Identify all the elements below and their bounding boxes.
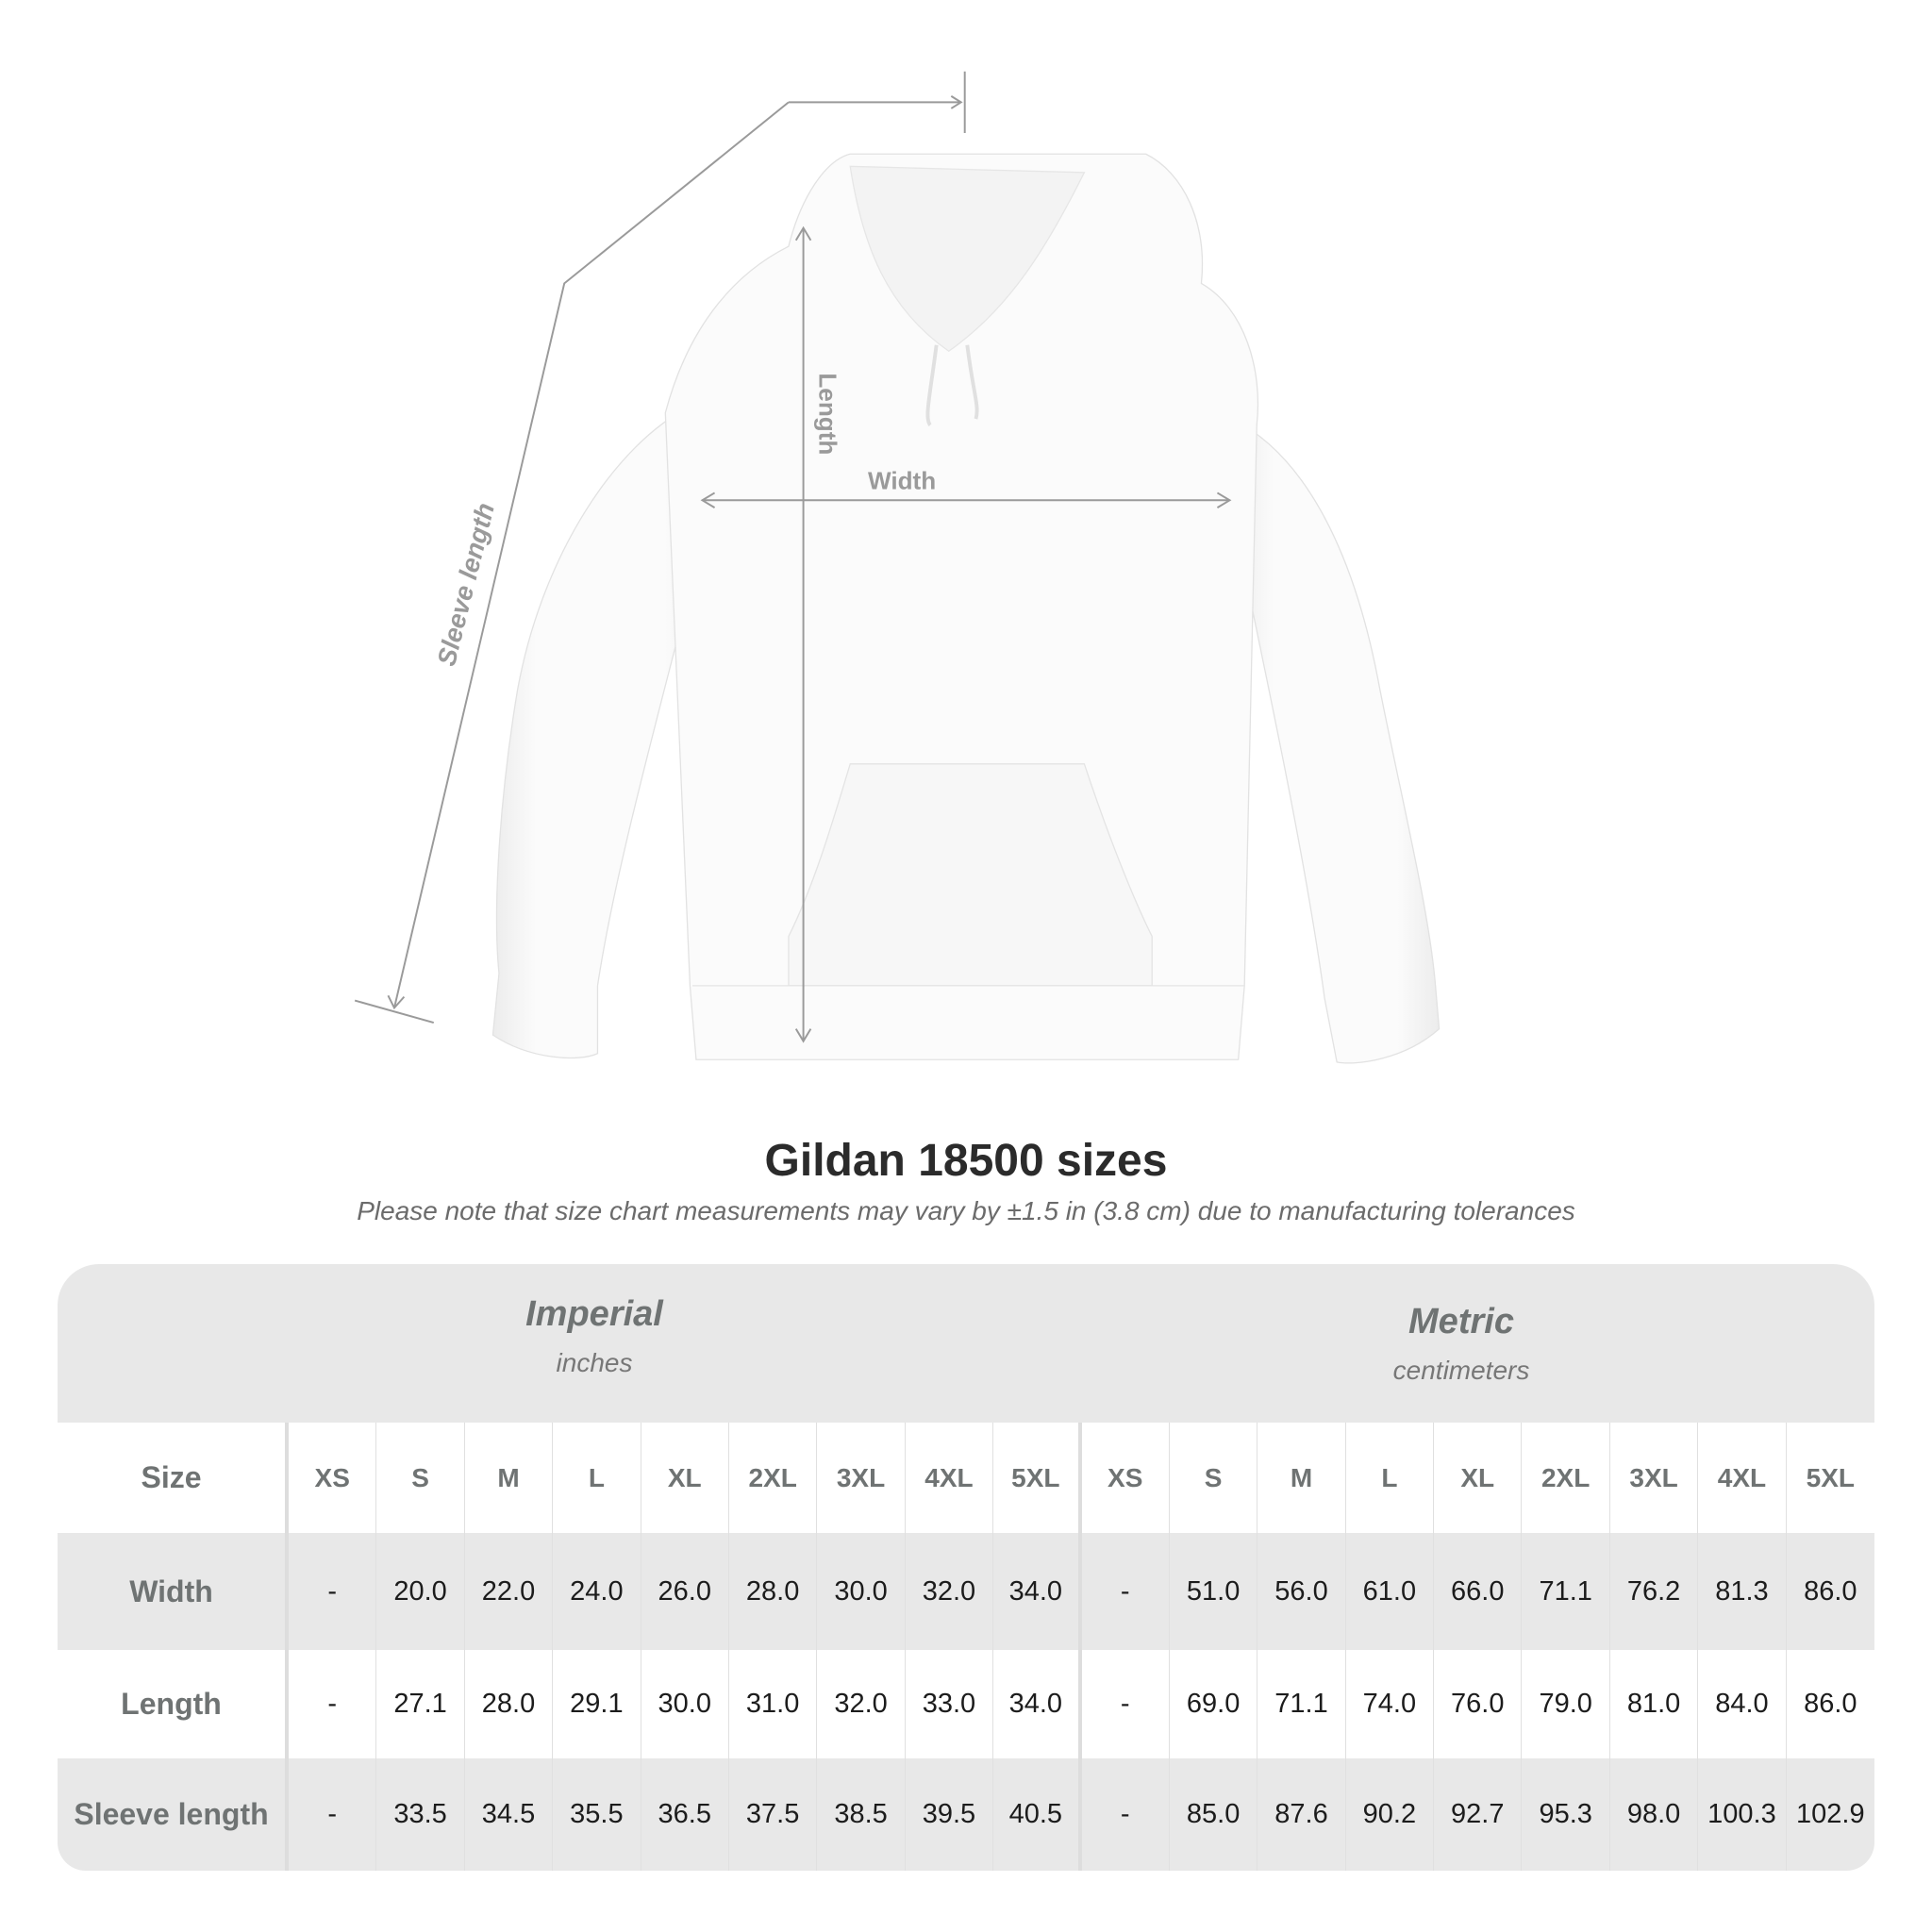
imperial-value-cell: 38.5 (817, 1758, 906, 1871)
size-column-header: XL (641, 1423, 729, 1533)
size-header-row: Size XS S M L XL 2XL 3XL 4XL 5XL XS S M L XL 2XL 3XL 4XL 5… (58, 1423, 1874, 1533)
metric-value-cell: 86.0 (1804, 1575, 1857, 1607)
metric-value-cell: 69.0 (1170, 1650, 1258, 1758)
imperial-value-cell: 33.0 (906, 1650, 994, 1758)
table-row: Width -20.0 22.0 24.0 26.0 28.0 30.0 32.0 34.0-5… (58, 1533, 1874, 1650)
imperial-value-cell: 32.0 (817, 1650, 906, 1758)
metric-value-cell: 51.0 (1170, 1533, 1258, 1650)
size-column-header: XS (289, 1423, 377, 1533)
imperial-value-cell: 36.5 (641, 1758, 729, 1871)
metric-value-cell: 81.0 (1610, 1650, 1699, 1758)
imperial-value-cell: 29.1 (553, 1650, 641, 1758)
table-header-band: Imperial inches Metric centimeters (58, 1264, 1874, 1423)
imperial-value-cell: 20.0 (376, 1533, 465, 1650)
imperial-value-cell: 28.0 (465, 1650, 554, 1758)
size-column-header: 3XL (817, 1423, 906, 1533)
hoodie-image (491, 153, 1441, 1064)
row-label: Width (58, 1533, 289, 1650)
cuff-tick (354, 999, 435, 1024)
metric-header: Metric centimeters (1273, 1302, 1650, 1386)
imperial-value-cell: 39.5 (906, 1758, 994, 1871)
metric-value-cell: 86.0 (1804, 1689, 1857, 1719)
imperial-value-cell: - (289, 1758, 377, 1871)
imperial-unit: inches (556, 1348, 633, 1377)
metric-value-cell: - (1082, 1758, 1170, 1871)
imperial-value-cell: 30.0 (641, 1650, 729, 1758)
imperial-header: Imperial inches (406, 1294, 783, 1378)
size-column-header: 5XL (1806, 1462, 1856, 1492)
sleeve-length-line (393, 101, 790, 1008)
size-column-header: S (376, 1423, 465, 1533)
imperial-title: Imperial (525, 1294, 663, 1334)
size-column-header: M (465, 1423, 554, 1533)
table-row: Length -27.1 28.0 29.1 30.0 31.0 32.0 33.0 34.0-… (58, 1650, 1874, 1758)
metric-value-cell: 56.0 (1257, 1533, 1346, 1650)
metric-value-cell: - (1082, 1650, 1170, 1758)
size-column-header: 2XL (1522, 1423, 1610, 1533)
row-label: Length (58, 1650, 289, 1758)
metric-value-cell: 71.1 (1257, 1650, 1346, 1758)
metric-value-cell: 76.0 (1434, 1650, 1523, 1758)
size-column-header: L (1346, 1423, 1435, 1533)
metric-value-cell: - (1082, 1533, 1170, 1650)
metric-value-cell: 76.2 (1610, 1533, 1699, 1650)
size-column-header: S (1170, 1423, 1258, 1533)
size-column-header: XL (1434, 1423, 1523, 1533)
imperial-value-cell: 22.0 (465, 1533, 554, 1650)
width-label: Width (868, 467, 936, 495)
imperial-value-cell: 31.0 (729, 1650, 818, 1758)
imperial-value-cell: 27.1 (376, 1650, 465, 1758)
table-row: Sleeve length -33.5 34.5 35.5 36.5 37.5 38.5 39… (58, 1758, 1874, 1871)
row-label: Size (58, 1423, 289, 1533)
metric-value-cell: 61.0 (1346, 1533, 1435, 1650)
metric-value-cell: 71.1 (1522, 1533, 1610, 1650)
imperial-value-cell: 24.0 (553, 1533, 641, 1650)
metric-value-cell: 102.9 (1796, 1799, 1865, 1829)
metric-title: Metric (1408, 1302, 1514, 1341)
metric-value-cell: 66.0 (1434, 1533, 1523, 1650)
sleeve-length-label: Sleeve length (431, 500, 500, 669)
imperial-value-cell: - (289, 1650, 377, 1758)
row-label: Sleeve length (58, 1758, 289, 1871)
size-column-header: 3XL (1610, 1423, 1699, 1533)
metric-value-cell: 87.6 (1257, 1758, 1346, 1871)
metric-value-cell: 79.0 (1522, 1650, 1610, 1758)
size-column-header: M (1257, 1423, 1346, 1533)
size-column-header: 2XL (729, 1423, 818, 1533)
measurement-lines (354, 71, 1232, 1043)
imperial-value-cell: 32.0 (906, 1533, 994, 1650)
imperial-value-cell: 40.5 (993, 1758, 1082, 1871)
size-column-header: 4XL (906, 1423, 994, 1533)
imperial-value-cell: - (289, 1533, 377, 1650)
size-column-header: L (553, 1423, 641, 1533)
page-title: Gildan 18500 sizes (764, 1136, 1168, 1186)
imperial-value-cell: 30.0 (817, 1533, 906, 1650)
imperial-value-cell: 34.0 (993, 1650, 1082, 1758)
imperial-value-cell: 28.0 (729, 1533, 818, 1650)
metric-value-cell: 84.0 (1698, 1650, 1787, 1758)
metric-value-cell: 92.7 (1434, 1758, 1523, 1871)
imperial-value-cell: 33.5 (376, 1758, 465, 1871)
imperial-value-cell: 34.0 (993, 1533, 1082, 1650)
imperial-value-cell: 26.0 (641, 1533, 729, 1650)
metric-value-cell: 100.3 (1698, 1758, 1787, 1871)
metric-value-cell: 81.3 (1698, 1533, 1787, 1650)
imperial-value-cell: 37.5 (729, 1758, 818, 1871)
length-label: Length (814, 373, 842, 455)
metric-value-cell: 85.0 (1170, 1758, 1258, 1871)
metric-value-cell: 98.0 (1610, 1758, 1699, 1871)
metric-unit: centimeters (1392, 1356, 1530, 1385)
size-column-header: 4XL (1698, 1423, 1787, 1533)
metric-value-cell: 90.2 (1346, 1758, 1435, 1871)
size-column-header: 5XL (993, 1423, 1082, 1533)
size-table: Imperial inches Metric centimeters Size X… (58, 1264, 1874, 1871)
metric-value-cell: 95.3 (1522, 1758, 1610, 1871)
imperial-value-cell: 35.5 (553, 1758, 641, 1871)
metric-value-cell: 74.0 (1346, 1650, 1435, 1758)
imperial-value-cell: 34.5 (465, 1758, 554, 1871)
tolerance-note: Please note that size chart measurements… (357, 1196, 1575, 1225)
size-column-header: XS (1082, 1423, 1170, 1533)
